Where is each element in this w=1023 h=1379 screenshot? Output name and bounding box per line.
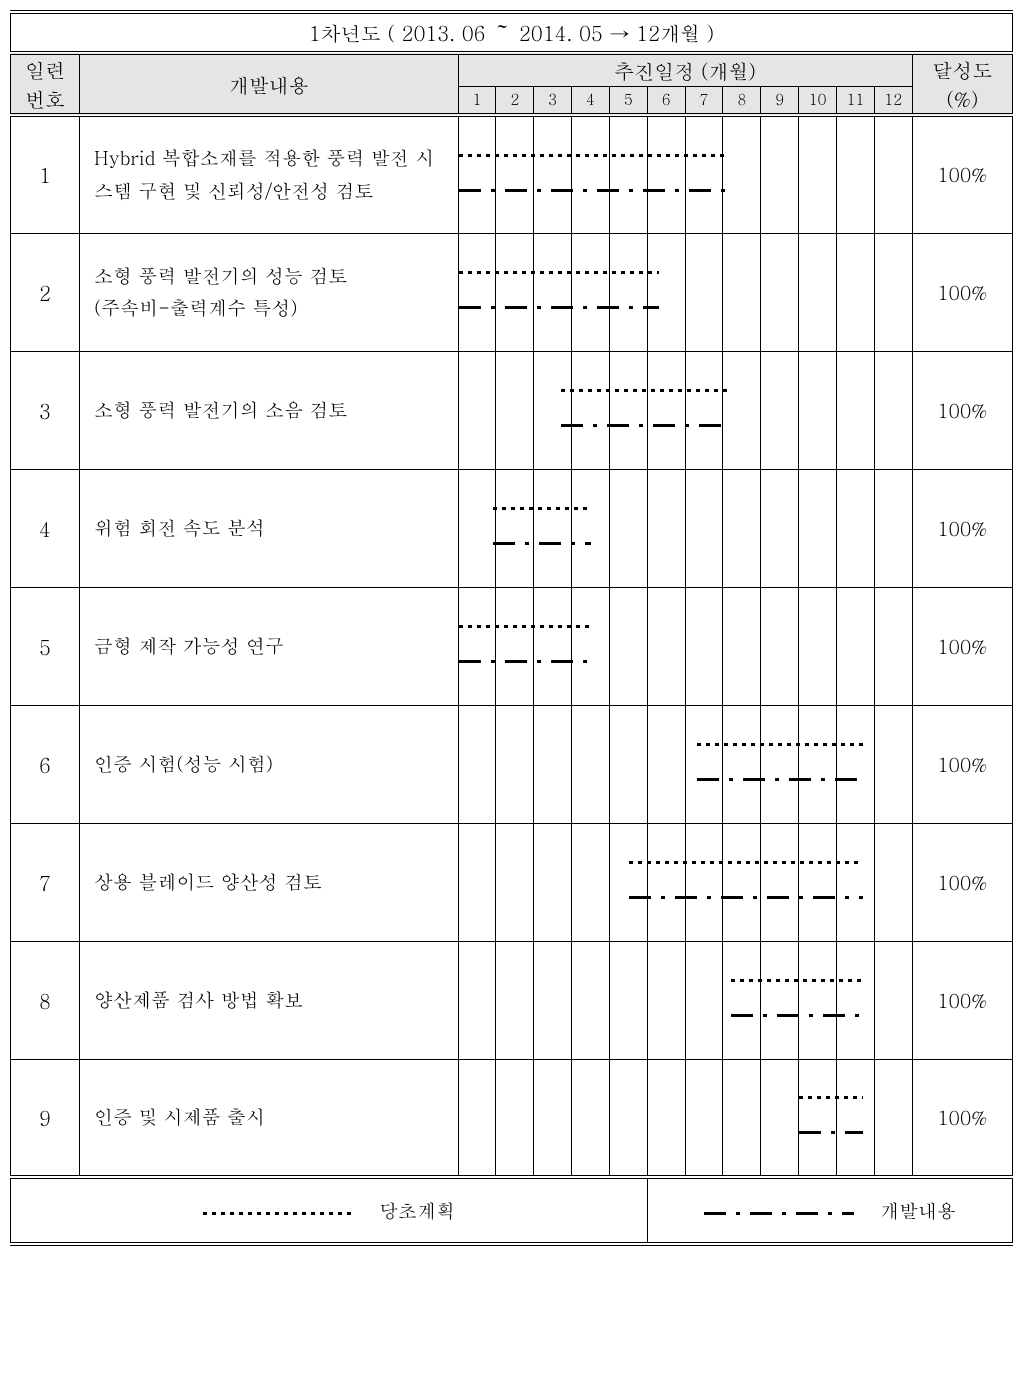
plan-bar — [731, 979, 863, 982]
month-col-3: 3 — [534, 86, 572, 115]
schedule-table: 1차년도 ( 2013. 06 ～ 2014. 05 → 12개월 ) 일련 번… — [10, 10, 1013, 1246]
month-col-9: 9 — [761, 86, 799, 115]
month-col-12: 12 — [874, 86, 912, 115]
legend-actual-label: 개발내용 — [880, 1197, 956, 1224]
row-pct: 100% — [912, 705, 1012, 823]
plan-bar — [493, 507, 591, 510]
month-col-10: 10 — [799, 86, 837, 115]
row-desc: 금형 제작 가능성 연구 — [80, 587, 459, 705]
plan-bar — [459, 154, 727, 157]
gantt-cell — [458, 1059, 912, 1177]
month-col-6: 6 — [647, 86, 685, 115]
gantt-cell — [458, 941, 912, 1059]
row-seq: 1 — [11, 115, 80, 233]
month-col-5: 5 — [609, 86, 647, 115]
month-col-1: 1 — [458, 86, 496, 115]
row-desc: 양산제품 검사 방법 확보 — [80, 941, 459, 1059]
legend-actual-line — [704, 1212, 854, 1215]
row-pct: 100% — [912, 1059, 1012, 1177]
row-pct: 100% — [912, 351, 1012, 469]
gantt-cell — [458, 469, 912, 587]
month-col-4: 4 — [572, 86, 610, 115]
actual-bar — [799, 1131, 863, 1134]
row-pct: 100% — [912, 115, 1012, 233]
gantt-cell — [458, 233, 912, 351]
plan-bar — [629, 861, 863, 864]
row-seq: 9 — [11, 1059, 80, 1177]
row-pct: 100% — [912, 941, 1012, 1059]
row-desc: Hybrid 복합소재를 적용한 풍력 발전 시스템 구현 및 신뢰성/안전성 … — [80, 115, 459, 233]
actual-bar — [697, 778, 863, 781]
col-seq: 일련 번호 — [11, 53, 80, 115]
gantt-cell — [458, 587, 912, 705]
row-desc: 상용 블레이드 양산성 검토 — [80, 823, 459, 941]
row-seq: 3 — [11, 351, 80, 469]
row-seq: 8 — [11, 941, 80, 1059]
month-col-7: 7 — [685, 86, 723, 115]
actual-bar — [561, 424, 727, 427]
row-pct: 100% — [912, 823, 1012, 941]
gantt-cell — [458, 351, 912, 469]
legend-actual: 개발내용 — [647, 1177, 1012, 1244]
row-seq: 4 — [11, 469, 80, 587]
gantt-cell — [458, 115, 912, 233]
legend-plan-label: 당초계획 — [379, 1197, 455, 1224]
row-seq: 6 — [11, 705, 80, 823]
legend-plan: 당초계획 — [11, 1177, 648, 1244]
actual-bar — [629, 896, 863, 899]
row-desc: 소형 풍력 발전기의 소음 검토 — [80, 351, 459, 469]
row-pct: 100% — [912, 587, 1012, 705]
row-desc: 인증 시험(성능 시험) — [80, 705, 459, 823]
row-seq: 2 — [11, 233, 80, 351]
actual-bar — [731, 1014, 863, 1017]
period-title: 1차년도 ( 2013. 06 ～ 2014. 05 → 12개월 ) — [11, 12, 1013, 53]
gantt-cell — [458, 705, 912, 823]
row-pct: 100% — [912, 233, 1012, 351]
month-col-11: 11 — [836, 86, 874, 115]
legend-plan-line — [203, 1212, 353, 1215]
row-desc: 위험 회전 속도 분석 — [80, 469, 459, 587]
plan-bar — [459, 271, 659, 274]
col-content: 개발내용 — [80, 53, 459, 115]
col-achieve: 달성도 (%) — [912, 53, 1012, 115]
actual-bar — [459, 306, 659, 309]
plan-bar — [561, 389, 727, 392]
row-seq: 5 — [11, 587, 80, 705]
month-col-2: 2 — [496, 86, 534, 115]
row-desc: 소형 풍력 발전기의 성능 검토 (주속비-출력계수 특성) — [80, 233, 459, 351]
row-seq: 7 — [11, 823, 80, 941]
col-schedule: 추진일정 (개월) — [458, 53, 912, 86]
row-desc: 인증 및 시제품 출시 — [80, 1059, 459, 1177]
actual-bar — [459, 660, 591, 663]
actual-bar — [493, 542, 591, 545]
month-col-8: 8 — [723, 86, 761, 115]
plan-bar — [799, 1096, 863, 1099]
plan-bar — [697, 743, 863, 746]
actual-bar — [459, 189, 727, 192]
gantt-cell — [458, 823, 912, 941]
plan-bar — [459, 625, 591, 628]
row-pct: 100% — [912, 469, 1012, 587]
